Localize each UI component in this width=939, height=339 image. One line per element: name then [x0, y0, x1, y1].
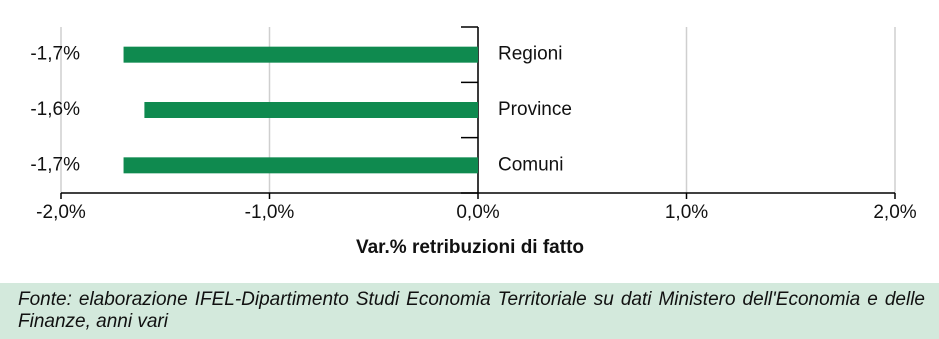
x-tick-label: 0,0%	[456, 202, 499, 223]
x-tick-label: 2,0%	[873, 202, 916, 223]
source-note: Fonte: elaborazione IFEL-Dipartimento St…	[0, 283, 939, 339]
value-label: -1,7%	[30, 154, 80, 175]
value-label: -1,6%	[30, 99, 80, 120]
category-label: Comuni	[498, 154, 563, 175]
bar	[144, 102, 478, 118]
chart: Var.% retribuzioni di fatto -2,0% -1,0% 0,…	[30, 26, 917, 258]
value-label: -1,7%	[30, 44, 80, 65]
x-axis-title: Var.% retribuzioni di fatto	[356, 237, 584, 258]
category-label: Province	[498, 99, 572, 120]
x-tick-label: -2,0%	[36, 202, 86, 223]
bar	[123, 46, 479, 63]
bar	[123, 157, 479, 174]
category-label: Regioni	[498, 44, 562, 65]
x-tick-label: 1,0%	[665, 202, 708, 223]
x-tick-label: -1,0%	[245, 202, 295, 223]
